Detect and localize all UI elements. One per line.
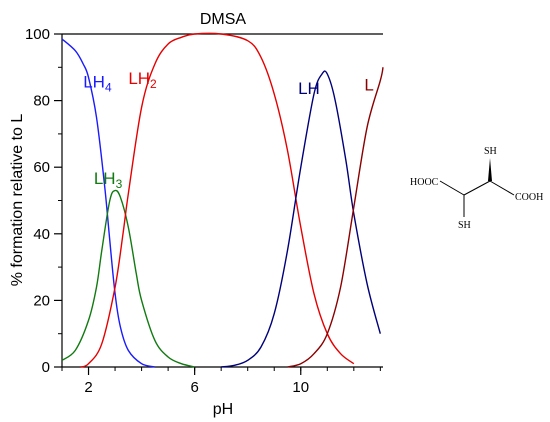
y-tick-label: 80 [33,93,50,110]
cooh-group: COOH [515,192,543,203]
bond-center [463,180,491,196]
series-subscript: 2 [150,77,157,91]
series-subscript: 4 [105,80,112,94]
x-tick-label: 2 [84,379,92,396]
hooc-group: HOOC [410,177,439,188]
series-line-lh4 [61,38,156,368]
bond-hooc [439,180,465,196]
dmsa-structure: HOOC COOH SH SH [410,146,543,231]
x-tick-label: 10 [292,379,309,396]
y-axis-label: % formation relative to L [9,114,26,287]
series-label-lh: LH [298,79,320,98]
bond-cooh [489,180,515,196]
series-line-lh [221,70,381,368]
series-name: LH [128,69,150,88]
y-tick-label: 60 [33,159,50,176]
y-ticks: 0 20 40 60 80 100 [25,26,62,376]
series-label-lh2: LH2 [128,69,157,91]
series-line-lh3 [61,189,195,368]
series-lines [61,32,384,368]
series-name: L [364,76,373,95]
chart-title: DMSA [200,11,247,28]
series-line-l [287,67,384,368]
sh-top-group: SH [484,146,497,157]
y-tick-label: 0 [42,359,50,376]
series-name: LH [298,79,320,98]
series-subscript: 3 [116,177,123,191]
series-label-l: L [364,76,373,95]
y-tick-label: 20 [33,292,50,309]
y-tick-label: 100 [25,26,50,43]
x-ticks: 2 6 10 [84,367,309,396]
series-name: LH [94,169,116,188]
series-name: LH [83,72,105,91]
series-line-lh2 [80,32,355,368]
series-label-lh4: LH4 [83,72,112,94]
y-minor-ticks [58,66,62,335]
sh-bottom-group: SH [458,220,471,231]
x-tick-label: 6 [190,379,198,396]
x-axis-label: pH [213,401,233,418]
wedge-bond-sh-top [488,158,492,181]
y-tick-label: 40 [33,226,50,243]
series-label-lh3: LH3 [94,169,123,191]
